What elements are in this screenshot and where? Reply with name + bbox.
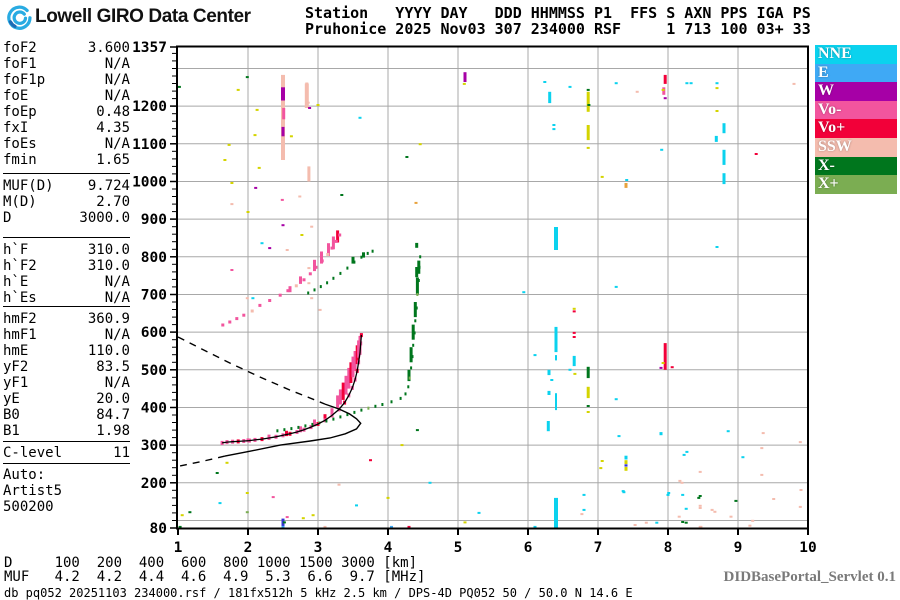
param-row-mufd: MUF(D) 9.724 xyxy=(3,178,130,194)
param-row-hf2: h`F2 310.0 xyxy=(3,258,130,274)
svg-text:1357: 1357 xyxy=(132,40,167,56)
legend-item-w: W xyxy=(815,82,897,101)
svg-text:500: 500 xyxy=(141,363,167,379)
svg-text:700: 700 xyxy=(141,288,167,304)
param-row-hme: hmE 110.0 xyxy=(3,343,130,359)
station-header-line1: Station YYYY DAY DDD HHMMSS P1 FFS S AXN… xyxy=(305,4,811,22)
svg-text:900: 900 xyxy=(141,212,167,228)
svg-text:800: 800 xyxy=(141,250,167,266)
svg-text:8: 8 xyxy=(664,540,673,556)
svg-text:3: 3 xyxy=(314,540,323,556)
param-row-he: h`E N/A xyxy=(3,274,130,290)
servlet-version-label: DIDBasePortal_Servlet 0.1 xyxy=(723,569,896,585)
param-row-fxi: fxI 4.35 xyxy=(3,120,130,136)
param-row-hmf1: hmF1 N/A xyxy=(3,327,130,343)
legend-item-vo: Vo+ xyxy=(815,119,897,138)
param-row-hf: h`F 310.0 xyxy=(3,242,130,258)
svg-text:7: 7 xyxy=(594,540,603,556)
status-bar: db pq052 20251103 234000.rsf / 181fx512h… xyxy=(4,586,633,600)
legend-item-nne: NNE xyxy=(815,45,897,64)
param-row-ye: yE 20.0 xyxy=(3,391,130,407)
param-group-virtual-heights: h`F 310.0 h`F2 310.0 h`E N/A h`Es N/A xyxy=(3,237,130,306)
svg-text:10: 10 xyxy=(799,540,816,556)
param-row-fof2: foF2 3.600 xyxy=(3,40,130,56)
legend-item-x: X- xyxy=(815,156,897,176)
param-row-d: D 3000.0 xyxy=(3,210,130,226)
autoscaling-info: Auto: Artist5 500200 xyxy=(3,467,63,515)
param-row-fof1: foF1 N/A xyxy=(3,56,130,72)
param-row-foes: foEs N/A xyxy=(3,136,130,152)
param-row-b1: B1 1.98 xyxy=(3,423,130,439)
param-row-md: M(D) 2.70 xyxy=(3,194,130,210)
lowell-giro-logo: Lowell GIRO Data Center xyxy=(6,3,251,31)
param-row-foep: foEp 0.48 xyxy=(3,104,130,120)
legend-item-vo: Vo- xyxy=(815,100,897,120)
svg-text:400: 400 xyxy=(141,401,167,417)
svg-text:1100: 1100 xyxy=(132,137,167,153)
param-row-fof1p: foF1p N/A xyxy=(3,72,130,88)
svg-text:5: 5 xyxy=(454,540,463,556)
param-group-scaled-freqs: foF2 3.600 foF1 N/A foF1p N/A foE N/A foEp 0.48 fx… xyxy=(3,40,130,168)
param-row-yf1: yF1 N/A xyxy=(3,375,130,391)
logo-text: Lowell GIRO Data Center xyxy=(35,6,251,27)
direction-polarization-legend: NNE E W Vo- Vo+ SSW X- X+ xyxy=(815,45,897,194)
param-row-hmf2: hmF2 360.9 xyxy=(3,311,130,327)
svg-text:6: 6 xyxy=(524,540,533,556)
param-group-muf: MUF(D) 9.724 M(D) 2.70 D 3000.0 xyxy=(3,173,130,226)
param-group-peak-params: hmF2 360.9 hmF1 N/A hmE 110.0 yF2 83.5 yF1 N/A yE 2… xyxy=(3,306,130,439)
muf-row: MUF 4.2 4.2 4.4 4.6 4.9 5.3 6.6 9.7 [MHz… xyxy=(4,569,426,585)
legend-item-e: E xyxy=(815,63,897,83)
svg-text:1000: 1000 xyxy=(132,175,167,191)
svg-text:1: 1 xyxy=(174,540,183,556)
svg-text:4: 4 xyxy=(384,540,393,556)
param-row-clevel: C-level 11 xyxy=(3,441,130,464)
svg-text:9: 9 xyxy=(734,540,743,556)
param-row-yf2: yF2 83.5 xyxy=(3,359,130,375)
svg-text:300: 300 xyxy=(141,438,167,454)
svg-text:600: 600 xyxy=(141,325,167,341)
distance-row: D 100 200 400 600 800 1000 1500 3000 [km… xyxy=(4,555,418,571)
station-header: Station YYYY DAY DDD HHMMSS P1 FFS S AXN… xyxy=(305,5,811,37)
svg-text:1200: 1200 xyxy=(132,99,167,115)
station-header-line2: Pruhonice 2025 Nov03 307 234000 RSF 1 71… xyxy=(305,20,811,38)
param-row-fmin: fmin 1.65 xyxy=(3,152,130,168)
legend-item-x: X+ xyxy=(815,175,897,194)
legend-item-ssw: SSW xyxy=(815,137,897,157)
svg-text:80: 80 xyxy=(150,521,167,537)
svg-text:2: 2 xyxy=(244,540,253,556)
param-row-hes: h`Es N/A xyxy=(3,290,130,306)
giro-arcs-icon xyxy=(7,5,32,30)
param-row-b0: B0 84.7 xyxy=(3,407,130,423)
svg-text:200: 200 xyxy=(141,476,167,492)
param-row-foe: foE N/A xyxy=(3,88,130,104)
